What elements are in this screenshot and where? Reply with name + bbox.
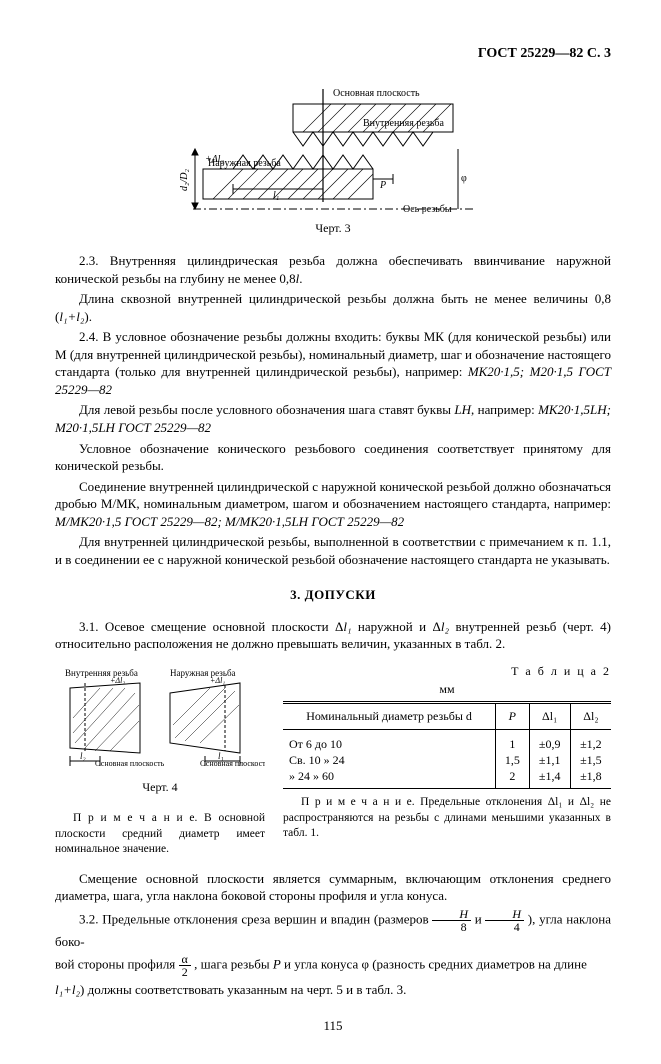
para-2-4-b: Для левой резьбы после условного обознач… — [55, 401, 611, 436]
table-2-h3: Δl₂ — [570, 703, 611, 729]
fig3-label-top: Основная плоскость — [333, 88, 420, 99]
fig4-base-r: Основная плоскость — [200, 759, 265, 768]
fig3-p: P — [379, 180, 386, 191]
para-2-4-a: 2.4. В условное обозначение резьбы должн… — [55, 328, 611, 398]
fig4-base-l: Основная плоскость — [95, 759, 165, 768]
tail-p1: Смещение основной плоскости является сум… — [55, 870, 611, 905]
para-2-4-e: Для внутренней цилиндрической резьбы, вы… — [55, 533, 611, 568]
page-header: ГОСТ 25229—82 С. 3 — [55, 45, 611, 64]
fig3-dD: d₂/D₂ — [179, 168, 190, 190]
para-2-4-d: Соединение внутренней цилиндрической с н… — [55, 478, 611, 531]
figure-3-caption: Черт. 3 — [55, 220, 611, 236]
table-2-note: П р и м е ч а н и е. Предельные отклонен… — [283, 795, 611, 842]
table-row: От 6 до 10 Св. 10 » 24 » 24 » 60 1 1,5 2… — [283, 729, 611, 789]
svg-text:φ: φ — [461, 173, 467, 184]
table-2-h1: P — [496, 703, 529, 729]
fig4-l1: l₁ — [218, 751, 224, 761]
figure-3: Основная плоскость Внутренняя резьба Нар… — [55, 84, 611, 214]
para-2-3-b: Длина сквозной внутренней цилиндрической… — [55, 290, 611, 325]
table-2-unit: мм — [283, 681, 611, 697]
para-3-1: 3.1. Осевое смещение основной плоскости … — [55, 618, 611, 653]
figure-4-caption: Черт. 4 — [55, 779, 265, 795]
fig3-dl2: +Δl₂ — [205, 154, 224, 165]
tail-p2: 3.2. Предельные отклонения среза вершин … — [55, 908, 611, 951]
tail-p4: l₁+l₂) должны соответствовать указанным … — [55, 981, 611, 999]
tail-p3: вой стороны профиля α2 , шага резьбы P и… — [55, 953, 611, 978]
para-2-3-a: 2.3. Внутренняя цилиндрическая резьба до… — [55, 252, 611, 287]
fig3-l1: l₁ — [273, 190, 279, 201]
note-left: П р и м е ч а н и е. В основной плоскост… — [55, 811, 265, 858]
fig4-outer: Наружная резьба — [170, 668, 236, 678]
fig4-l2: l₂ — [80, 751, 86, 761]
fig3-label-axis: Ось резьбы — [403, 204, 452, 214]
figure-4: Внутренняя резьба Наружная резьба Основн… — [55, 663, 265, 773]
table-2-h2: Δl₁ — [529, 703, 570, 729]
section-3-title: 3. ДОПУСКИ — [55, 586, 611, 604]
fig4-dl2: +Δl₂ — [110, 676, 125, 685]
fig3-label-inner: Внутренняя резьба — [363, 118, 445, 129]
page-number: 115 — [55, 1017, 611, 1035]
fig4-inner: Внутренняя резьба — [65, 668, 138, 678]
table-2-h0: Номинальный диаметр резьбы d — [283, 703, 496, 729]
table-2: Номинальный диаметр резьбы d P Δl₁ Δl₂ О… — [283, 701, 611, 789]
table-2-label: Т а б л и ц а 2 — [283, 663, 611, 679]
fig4-dl1: +Δl₁ — [210, 676, 225, 685]
para-2-4-c: Условное обозначение конического резьбов… — [55, 440, 611, 475]
